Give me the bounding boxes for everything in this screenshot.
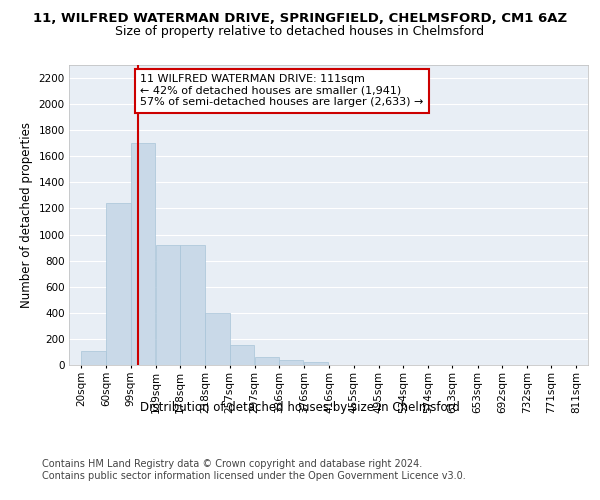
Bar [254,356,279,365]
Bar [81,350,106,365]
Bar [205,313,230,365]
Bar [304,362,329,365]
Bar [131,144,155,365]
Text: Size of property relative to detached houses in Chelmsford: Size of property relative to detached ho… [115,25,485,38]
Bar [230,346,254,365]
Bar [156,245,180,365]
Bar [106,202,131,365]
Text: Contains HM Land Registry data © Crown copyright and database right 2024.: Contains HM Land Registry data © Crown c… [42,459,422,469]
Text: 11 WILFRED WATERMAN DRIVE: 111sqm
← 42% of detached houses are smaller (1,941)
5: 11 WILFRED WATERMAN DRIVE: 111sqm ← 42% … [140,74,424,108]
Y-axis label: Number of detached properties: Number of detached properties [20,122,33,308]
Bar [279,360,304,365]
Text: 11, WILFRED WATERMAN DRIVE, SPRINGFIELD, CHELMSFORD, CM1 6AZ: 11, WILFRED WATERMAN DRIVE, SPRINGFIELD,… [33,12,567,26]
Text: Contains public sector information licensed under the Open Government Licence v3: Contains public sector information licen… [42,471,466,481]
Bar [180,245,205,365]
Text: Distribution of detached houses by size in Chelmsford: Distribution of detached houses by size … [140,401,460,414]
